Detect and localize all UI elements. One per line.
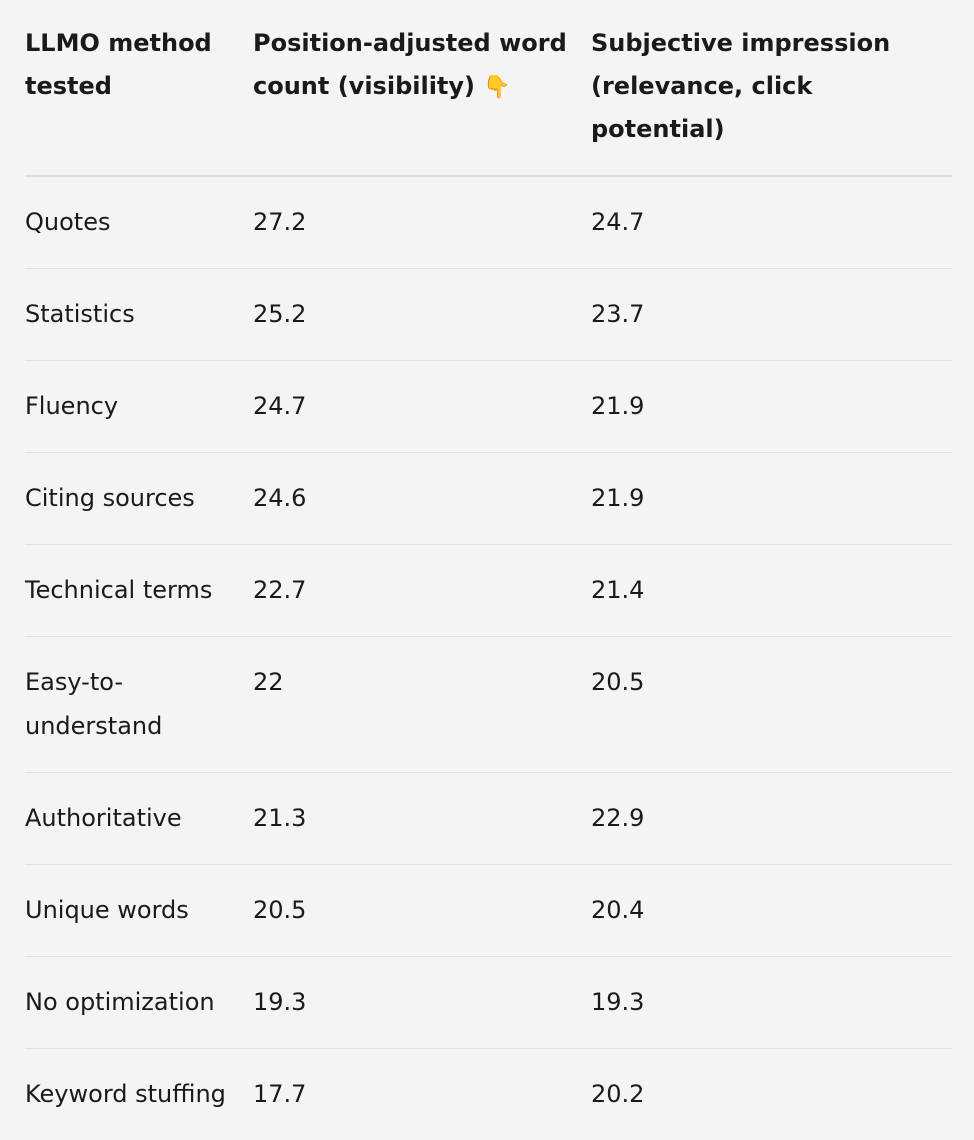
cell-method: Citing sources (25, 453, 253, 545)
cell-visibility: 19.3 (253, 957, 591, 1049)
cell-visibility: 25.2 (253, 269, 591, 361)
cell-method: Quotes (25, 176, 253, 269)
cell-impression: 22.9 (591, 773, 952, 865)
cell-visibility: 21.3 (253, 773, 591, 865)
cell-method: Statistics (25, 269, 253, 361)
cell-impression: 20.2 (591, 1049, 952, 1140)
cell-impression: 21.9 (591, 361, 952, 453)
cell-impression: 24.7 (591, 176, 952, 269)
cell-visibility: 24.6 (253, 453, 591, 545)
header-impression: Subjective impression (relevance, click … (591, 0, 952, 176)
pointing-down-icon: 👇 (483, 75, 510, 100)
cell-visibility: 17.7 (253, 1049, 591, 1140)
cell-impression: 20.5 (591, 637, 952, 773)
header-method: LLMO method tested (25, 0, 253, 176)
cell-impression: 23.7 (591, 269, 952, 361)
cell-impression: 21.4 (591, 545, 952, 637)
cell-method: Keyword stuffing (25, 1049, 253, 1140)
cell-method: Technical terms (25, 545, 253, 637)
table-header-row: LLMO method tested Position-adjusted wor… (25, 0, 952, 176)
cell-visibility: 22 (253, 637, 591, 773)
cell-visibility: 27.2 (253, 176, 591, 269)
cell-method: Easy-to-understand (25, 637, 253, 773)
cell-method: Unique words (25, 865, 253, 957)
cell-visibility: 22.7 (253, 545, 591, 637)
header-visibility: Position-adjusted word count (visibility… (253, 0, 591, 176)
cell-visibility: 24.7 (253, 361, 591, 453)
cell-impression: 21.9 (591, 453, 952, 545)
llmo-results-table: LLMO method tested Position-adjusted wor… (25, 0, 952, 1140)
cell-visibility: 20.5 (253, 865, 591, 957)
cell-method: Authoritative (25, 773, 253, 865)
cell-method: Fluency (25, 361, 253, 453)
cell-impression: 19.3 (591, 957, 952, 1049)
cell-impression: 20.4 (591, 865, 952, 957)
cell-method: No optimization (25, 957, 253, 1049)
